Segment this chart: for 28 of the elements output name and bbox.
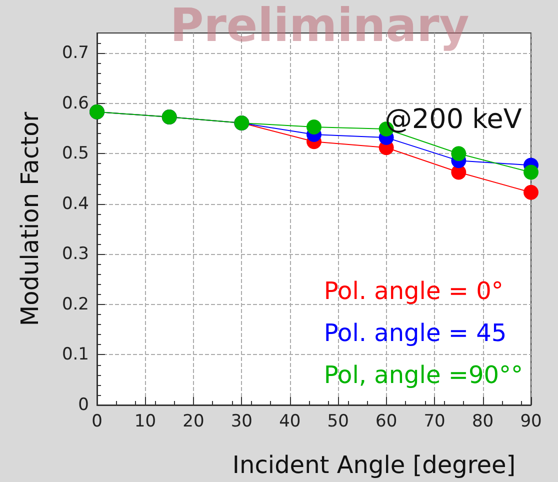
point	[306, 120, 322, 134]
y-tick-label: 0.6	[62, 93, 89, 114]
y-tick-label: 0.3	[62, 244, 89, 264]
x-tick-label: 70	[424, 412, 446, 432]
x-tick-label: 10	[134, 412, 156, 432]
y-axis-title: Modulation Factor	[16, 112, 44, 326]
x-tick-label: 0	[92, 412, 102, 432]
text: Pol, angle =90°°	[324, 361, 524, 389]
point	[451, 146, 466, 162]
y-tick-label: 0.5	[62, 144, 89, 164]
x-tick-label: 50	[327, 412, 349, 432]
x-tick-label: 80	[472, 412, 494, 432]
y-tick-label: 0.1	[62, 344, 89, 365]
x-tick-label: 40	[279, 412, 301, 432]
x-tick-label: 90	[520, 412, 542, 432]
point	[524, 164, 538, 180]
x-axis-title: Incident Angle [degree]	[232, 451, 516, 479]
text: Pol. angle = 0°	[324, 277, 504, 305]
x-tick-label: 30	[230, 412, 252, 432]
point	[524, 184, 538, 200]
text: Pol. angle = 45	[324, 319, 507, 347]
annotation: @200 keV	[385, 104, 522, 135]
y-tick-label: 0.7	[62, 43, 89, 64]
x-tick-label: 60	[376, 412, 398, 432]
y-tick-label: 0	[78, 395, 89, 415]
y-tick-label: 0.4	[62, 194, 89, 214]
x-tick-label: 20	[182, 412, 204, 432]
y-tick-label: 0.2	[62, 294, 89, 314]
